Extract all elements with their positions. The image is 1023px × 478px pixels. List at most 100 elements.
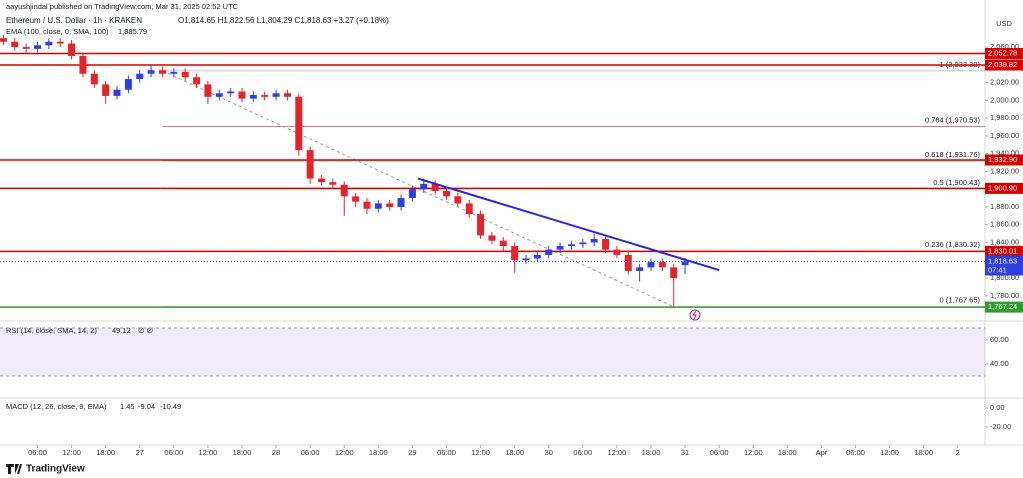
candle-body xyxy=(329,182,337,185)
x-tick-label: 12:00 xyxy=(744,448,763,457)
fib-label: 0.5 (1,900.43) xyxy=(933,178,980,187)
candle-body xyxy=(488,235,496,241)
publisher: aayushjindal published on TradingView.co… xyxy=(6,2,239,11)
event-icon[interactable] xyxy=(689,309,701,321)
candle-body xyxy=(511,246,519,261)
candle-body xyxy=(227,91,235,94)
candle-body xyxy=(33,45,41,49)
candle-body xyxy=(647,262,655,268)
candle-body xyxy=(590,238,598,243)
candle-body xyxy=(306,150,314,179)
y-tick-label: 2,060.00 xyxy=(990,42,1019,51)
trendline xyxy=(417,177,720,271)
rsi-extra: ∅ ∅ xyxy=(138,326,153,335)
x-tick-label: 2 xyxy=(956,448,960,457)
candle-body xyxy=(181,71,189,78)
fib-label: 0 (1,767.65) xyxy=(940,296,981,305)
candle-body xyxy=(79,55,87,74)
level-box xyxy=(985,59,1023,71)
candle-body xyxy=(318,178,326,183)
candle-body xyxy=(579,242,587,245)
candle-body xyxy=(567,244,575,247)
candle-body xyxy=(68,43,76,56)
y-tick-label: 1,860.00 xyxy=(990,220,1019,229)
candle-body xyxy=(295,96,303,151)
x-tick-label: 06:00 xyxy=(710,448,729,457)
candle-body xyxy=(545,249,553,255)
level-box xyxy=(985,182,1023,194)
candle-body xyxy=(113,89,121,96)
candle-body xyxy=(56,41,64,44)
candle-body xyxy=(22,47,30,49)
y-tick-label: 1,840.00 xyxy=(990,237,1019,246)
brand: TradingView xyxy=(26,464,85,475)
rsi-title: RSI (14, close, SMA, 14, 2) xyxy=(6,326,97,335)
fib-label: 0.236 (1,830.32) xyxy=(925,240,981,249)
candle-body xyxy=(249,95,257,99)
x-tick-label: 18:00 xyxy=(914,448,933,457)
level-label: 2,039.82 xyxy=(988,60,1017,69)
x-tick-label: 12:00 xyxy=(62,448,81,457)
candle-body xyxy=(636,267,644,271)
candle-body xyxy=(147,70,155,74)
level-box xyxy=(985,301,1023,313)
event-icon-bolt xyxy=(692,310,697,320)
x-tick-label: 18:00 xyxy=(642,448,661,457)
candle-body xyxy=(533,254,541,259)
y-tick-label: 1,920.00 xyxy=(990,166,1019,175)
candle-body xyxy=(602,238,610,250)
candle-body xyxy=(0,38,7,42)
candle-body xyxy=(193,77,201,85)
x-tick-label: 28 xyxy=(272,448,280,457)
level-label: 1,830.01 xyxy=(988,246,1017,255)
x-tick-label: 12:00 xyxy=(471,448,490,457)
ohlc: O1,814.65 H1,822.56 L1,804.29 C1,818.63 … xyxy=(178,16,389,25)
candle-body xyxy=(499,240,507,247)
macd-value: -9.04 xyxy=(138,402,155,411)
macd-hist-value: 1.45 xyxy=(120,402,135,411)
ema-title: EMA (100, close, 0, SMA, 100) xyxy=(6,27,109,36)
x-tick-label: 12:00 xyxy=(880,448,899,457)
y-tick-label: 2,000.00 xyxy=(990,95,1019,104)
candle-body xyxy=(283,93,291,97)
x-tick-label: 06:00 xyxy=(846,448,865,457)
candle-body xyxy=(681,261,689,266)
fib-label: 0.618 (1,931.76) xyxy=(925,150,981,159)
y-tick-label: 0.00 xyxy=(990,403,1005,412)
x-tick-label: 18:00 xyxy=(233,448,252,457)
candle-body xyxy=(102,84,110,96)
y-tick-label: 1,980.00 xyxy=(990,113,1019,122)
candle-body xyxy=(386,203,394,207)
ema-value: 1,885.79 xyxy=(118,27,147,36)
level-label: 1,932.90 xyxy=(988,155,1017,164)
last-price-label: 1,818.63 xyxy=(988,256,1017,265)
candle-body xyxy=(340,184,348,197)
candle-body xyxy=(124,79,132,90)
fib-trend xyxy=(162,70,674,308)
level-box xyxy=(985,245,1023,257)
level-box xyxy=(985,154,1023,166)
candle-body xyxy=(465,203,473,215)
y-tick-label: 40.00 xyxy=(990,359,1009,368)
x-tick-label: 18:00 xyxy=(369,448,388,457)
x-tick-label: 06:00 xyxy=(301,448,320,457)
x-tick-label: 31 xyxy=(681,448,689,457)
symbol: Ethereum / U.S. Dollar · 1h · KRAKEN xyxy=(6,16,142,25)
candle-body xyxy=(261,95,269,97)
candle-body xyxy=(45,41,53,46)
y-tick-label: 1,880.00 xyxy=(990,202,1019,211)
x-tick-label: 12:00 xyxy=(608,448,627,457)
y-tick-label: 1,800.00 xyxy=(990,273,1019,282)
level-label: 1,767.24 xyxy=(988,302,1017,311)
candle-body xyxy=(215,93,223,97)
candle-body xyxy=(658,262,666,268)
fib-label: 0.764 (1,970.53) xyxy=(925,116,981,125)
rsi-value: 49.12 xyxy=(112,326,131,335)
x-tick-label: 12:00 xyxy=(199,448,218,457)
candle-body xyxy=(408,189,416,199)
candle-body xyxy=(556,246,564,250)
y-tick-label: 1,780.00 xyxy=(990,291,1019,300)
candle-body xyxy=(374,203,382,209)
candle-body xyxy=(238,91,246,99)
